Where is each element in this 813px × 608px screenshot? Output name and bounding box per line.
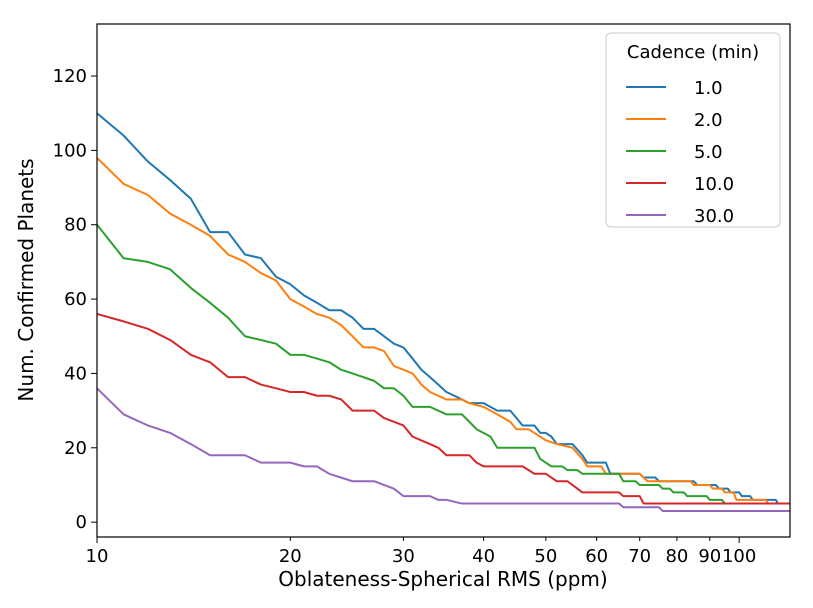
series-line-4	[96, 387, 790, 512]
x-tick-label: 40	[472, 546, 495, 567]
y-tick-label: 80	[64, 215, 87, 236]
x-tick-label: 50	[534, 546, 557, 567]
series-layer	[96, 112, 790, 512]
legend-items: 1.0 2.0 5.0 10.0 30.0	[626, 78, 734, 227]
legend-box	[605, 32, 781, 228]
legend-label: 5.0	[694, 142, 723, 163]
legend: Cadence (min) 1.0 2.0 5.0 10.0 30.0	[605, 32, 781, 228]
x-axis-ticks: 10 20 30 40 50 60 70 80 90 100	[86, 537, 756, 567]
y-tick-label: 20	[64, 438, 87, 459]
x-tick-label: 70	[628, 546, 651, 567]
x-axis-label: Oblateness-Spherical RMS (ppm)	[278, 567, 607, 591]
x-tick-label: 100	[722, 546, 756, 567]
x-tick-label: 60	[585, 546, 608, 567]
series-line-1	[96, 157, 790, 505]
y-tick-label: 40	[64, 363, 87, 384]
x-tick-label: 80	[665, 546, 688, 567]
legend-label: 30.0	[694, 206, 734, 227]
y-tick-label: 100	[53, 140, 87, 161]
series-line-3	[96, 312, 790, 505]
y-tick-label: 120	[53, 66, 87, 87]
series-line-2	[96, 224, 790, 505]
series-line-0	[96, 112, 790, 505]
legend-label: 1.0	[694, 78, 723, 99]
y-tick-label: 0	[76, 512, 87, 533]
x-tick-label: 20	[279, 546, 302, 567]
legend-label: 2.0	[694, 110, 723, 131]
y-axis-ticks: 0 20 40 60 80 100 120	[53, 66, 97, 533]
plot-frame	[96, 23, 791, 538]
legend-title: Cadence (min)	[627, 42, 759, 63]
x-tick-label: 90	[698, 546, 721, 567]
legend-label: 10.0	[694, 174, 734, 195]
y-tick-label: 60	[64, 289, 87, 310]
x-tick-label: 30	[392, 546, 415, 567]
y-axis-label: Num. Confirmed Planets	[14, 158, 38, 401]
x-tick-label: 10	[86, 546, 109, 567]
